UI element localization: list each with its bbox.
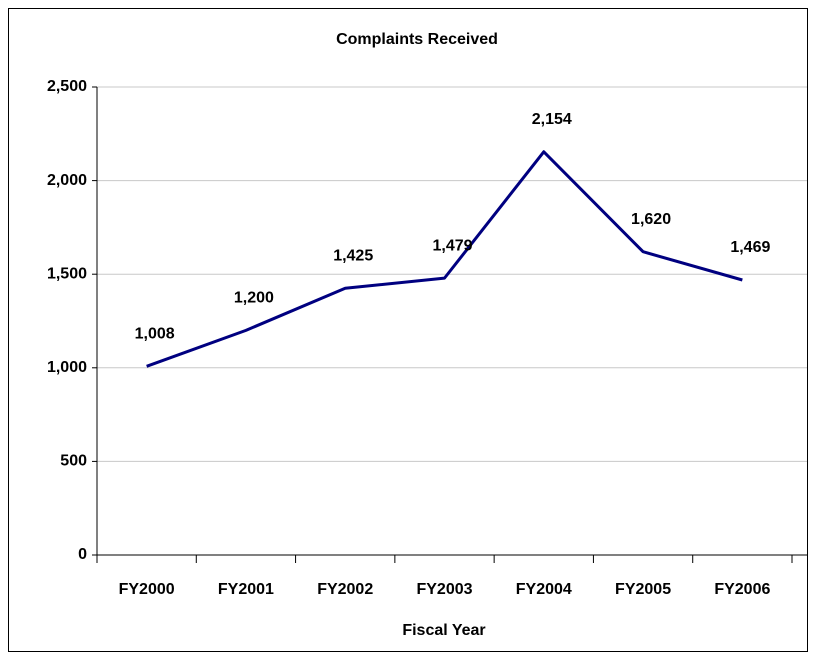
chart-title: Complaints Received — [336, 31, 498, 48]
x-tick-label: FY2004 — [516, 581, 572, 598]
data-label: 1,469 — [730, 239, 770, 256]
y-tick-label: 1,500 — [47, 265, 87, 282]
x-tick-label: FY2005 — [615, 581, 671, 598]
data-line — [146, 150, 743, 368]
data-label: 1,620 — [631, 211, 671, 228]
data-label: 1,479 — [432, 237, 472, 254]
y-tick-label: 2,000 — [47, 172, 87, 189]
x-tick-label: FY2006 — [714, 581, 770, 598]
data-label: 1,425 — [333, 247, 373, 264]
y-tick-label: 500 — [60, 453, 87, 470]
x-tick-label: FY2002 — [317, 581, 373, 598]
data-label: 2,154 — [532, 111, 572, 128]
x-tick-label: FY2003 — [416, 581, 472, 598]
x-axis-label: Fiscal Year — [402, 622, 485, 639]
x-tick-label: FY2000 — [119, 581, 175, 598]
y-tick-label: 1,000 — [47, 359, 87, 376]
data-label: 1,008 — [135, 326, 175, 343]
y-tick-label: 2,500 — [47, 78, 87, 95]
y-tick-label: 0 — [78, 546, 87, 563]
data-label: 1,200 — [234, 290, 274, 307]
chart-frame — [8, 8, 808, 652]
x-tick-label: FY2001 — [218, 581, 274, 598]
